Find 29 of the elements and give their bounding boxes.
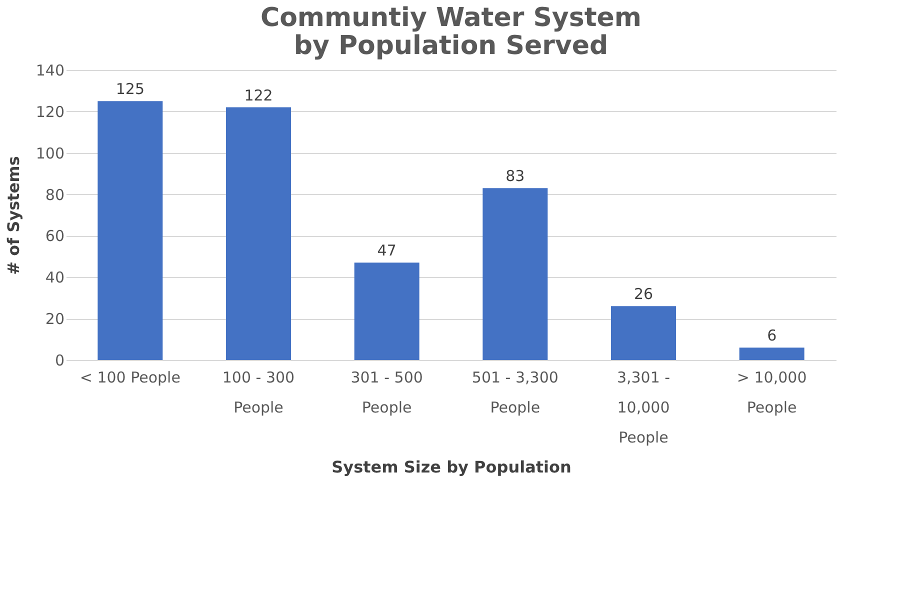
bar — [611, 306, 676, 360]
chart-title: Communtiy Water System by Population Served — [260, 3, 642, 61]
data-label: 47 — [377, 242, 396, 260]
y-tick-label: 80 — [45, 186, 64, 204]
data-label: 122 — [244, 86, 273, 104]
x-tick-label: > 10,000 People — [736, 368, 807, 416]
x-tick-label: 100 - 300 People — [222, 368, 295, 416]
data-label: 125 — [116, 80, 144, 98]
x-tick-label: < 100 People — [80, 368, 180, 386]
y-tick-label: 60 — [45, 227, 64, 246]
data-label: 83 — [506, 167, 525, 186]
x-tick-label: 301 - 500 People — [350, 368, 423, 416]
x-tick-label: 3,301 - 10,000 People — [616, 368, 670, 446]
y-tick-label: 120 — [36, 102, 64, 121]
data-label: 26 — [634, 285, 654, 304]
bar — [226, 107, 291, 360]
bar — [482, 188, 548, 360]
x-tick-label: 501 - 3,300 People — [472, 368, 558, 416]
data-label: 6 — [767, 326, 777, 345]
x-axis-title: System Size by Population — [332, 458, 572, 476]
y-tick-label: 40 — [45, 268, 64, 287]
bar — [739, 348, 804, 360]
y-tick-label: 0 — [54, 352, 64, 370]
bar — [354, 262, 420, 360]
y-tick-label: 20 — [45, 310, 64, 328]
y-tick-label: 140 — [36, 62, 64, 80]
y-tick-label: 100 — [36, 144, 64, 162]
y-axis-title: # of Systems — [4, 156, 23, 275]
bar — [98, 101, 163, 360]
